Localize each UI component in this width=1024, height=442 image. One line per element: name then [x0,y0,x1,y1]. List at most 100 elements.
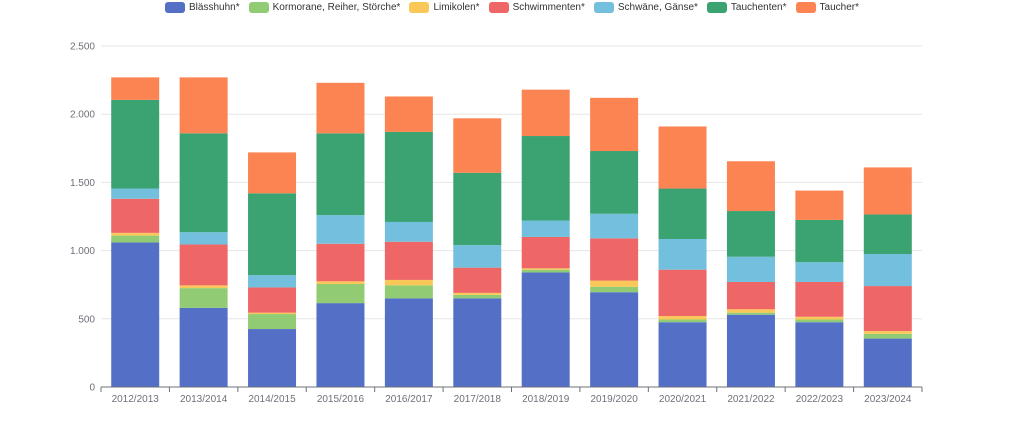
bar-segment [590,238,639,281]
x-tick-label: 2018/2019 [522,394,570,405]
bar-segment [590,97,639,152]
bar-segment [726,281,775,310]
bar-segment [726,314,775,387]
bar-segment [453,294,502,299]
bar-segment [521,272,570,387]
legend-item[interactable]: Taucher* [795,2,859,13]
bar-segment [248,275,297,288]
y-tick-label: 500 [78,314,95,325]
bar-segment [316,303,365,387]
bar-segment [453,245,502,268]
bar-segment [590,292,639,387]
x-tick-label: 2017/2018 [454,394,502,405]
bar-segment [795,319,844,323]
bar-segment [863,167,912,215]
legend-item[interactable]: Blässhuhn* [165,2,240,13]
bar-segment [316,243,365,282]
legend-label: Taucher* [819,2,859,13]
legend-item[interactable]: Schwimmenten* [488,2,585,13]
bar-segment [658,269,707,317]
bar-segment [179,288,228,308]
bar-segment [179,244,228,286]
bar-segment [111,235,160,243]
bar-segment [384,279,433,286]
x-tick-label: 2014/2015 [248,394,296,405]
bar-segment [590,213,639,239]
legend-label: Schwimmenten* [512,2,585,13]
bar-segment [384,285,433,299]
bar-segment [111,232,160,236]
bar-segment [521,236,570,269]
bar-segment [795,262,844,282]
bar-segment [384,241,433,280]
bar-segment [863,338,912,387]
bar-segment [384,96,433,132]
y-tick-label: 0 [89,383,95,394]
bar-segment [316,133,365,216]
bar-segment [521,269,570,273]
bar-segment [111,99,160,189]
bar-segment [521,220,570,237]
bar-segment [248,312,297,315]
bar-segment [863,214,912,255]
bar-segment [453,172,502,246]
bar-segment [111,198,160,233]
legend: Blässhuhn* Kormorane, Reiher, Störche* Lim… [0,2,1024,13]
bar-segment [521,136,570,221]
bar-segment [726,256,775,282]
bar-segment [863,333,912,339]
bar-segment [521,89,570,137]
bar-segment [248,314,297,330]
bar-segment [521,268,570,270]
y-tick-label: 1.500 [70,178,95,189]
bar-segment [179,77,228,134]
legend-swatch [165,2,185,13]
x-tick-label: 2020/2021 [659,394,707,405]
bar-segment [316,284,365,304]
bar-segment [590,151,639,214]
bar-segment [248,193,297,276]
bar-segment [453,267,502,293]
bar-segment [658,319,707,323]
bar-segment [453,292,502,295]
bar-segment [658,126,707,189]
y-tick-label: 1.000 [70,246,95,257]
bar-segment [453,298,502,387]
bar-segment [658,316,707,320]
bar-segment [795,316,844,320]
bar-segment [726,161,775,212]
bar-segment [726,312,775,315]
y-tick-label: 2.500 [70,42,95,53]
bar-segment [590,280,639,287]
legend-item[interactable]: Tauchenten* [706,2,787,13]
legend-item[interactable]: Limikolen* [409,2,480,13]
x-tick-label: 2022/2023 [796,394,844,405]
bar-segment [726,211,775,257]
x-tick-label: 2015/2016 [317,394,365,405]
bar-segment [590,286,639,293]
bar-segment [658,322,707,387]
bar-segment [384,221,433,242]
legend-item[interactable]: Kormorane, Reiher, Störche* [248,2,401,13]
bar-segment [179,133,228,233]
legend-swatch [593,2,614,13]
bar-segment [111,188,160,199]
bar-segment [316,82,365,134]
x-tick-label: 2021/2022 [727,394,775,405]
bar-segment [863,286,912,332]
bar-segment [384,298,433,387]
bar-segment [795,219,844,263]
bar-segment [795,281,844,317]
x-tick-label: 2013/2014 [180,394,228,405]
x-tick-label: 2012/2013 [112,394,160,405]
legend-label: Schwäne, Gänse* [617,2,698,13]
bar-segment [795,322,844,387]
bar-segment [658,188,707,240]
legend-swatch [409,2,430,13]
legend-label: Kormorane, Reiher, Störche* [272,2,401,13]
legend-item[interactable]: Schwäne, Gänse* [593,2,698,13]
bar-segment [248,329,297,387]
legend-swatch [706,2,727,13]
bar-segment [179,285,228,289]
